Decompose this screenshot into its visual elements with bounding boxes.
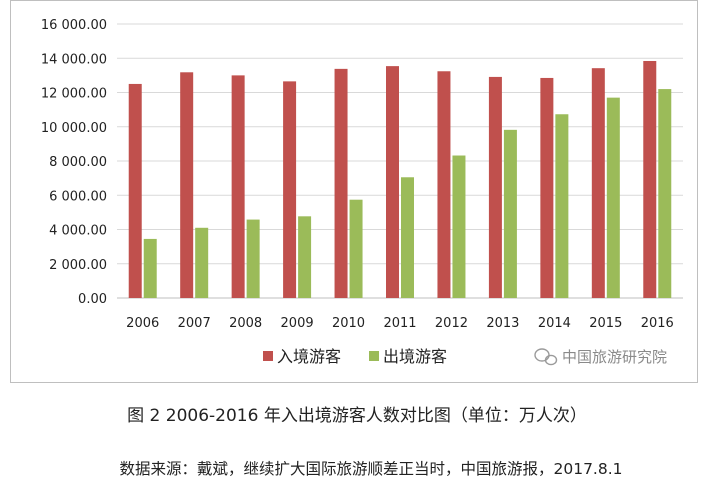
bar-outbound-2013: [503, 129, 517, 298]
x-tick-label: 2016: [641, 316, 674, 331]
x-tick-label: 2014: [538, 316, 571, 331]
bar-inbound-2013: [488, 76, 502, 298]
y-tick-label: 16 000.00: [41, 18, 107, 33]
bar-inbound-2009: [283, 81, 297, 299]
wechat-icon: [534, 348, 550, 362]
wechat-icon-small: [544, 354, 558, 366]
x-tick-label: 2006: [126, 316, 159, 331]
x-tick-label: 2007: [178, 316, 211, 331]
bar-outbound-2010: [349, 199, 363, 298]
bar-outbound-2012: [452, 155, 466, 298]
bar-inbound-2012: [437, 71, 451, 298]
x-tick-label: 2012: [435, 316, 468, 331]
bar-inbound-2010: [334, 68, 348, 299]
bar-outbound-2008: [246, 219, 260, 298]
bar-inbound-2015: [591, 68, 605, 299]
bar-inbound-2016: [643, 60, 657, 298]
y-tick-label: 10 000.00: [41, 121, 107, 136]
bar-outbound-2011: [401, 177, 414, 298]
y-tick-label: 14 000.00: [41, 52, 107, 67]
bar-inbound-2011: [386, 66, 399, 298]
legend-swatch-1: [369, 351, 379, 361]
legend-label-0: 入境游客: [277, 347, 341, 366]
bar-outbound-2016: [658, 89, 672, 298]
legend-label-1: 出境游客: [383, 347, 447, 366]
data-source: 数据来源：戴斌，继续扩大国际旅游顺差正当时，中国旅游报，2017.8.1: [119, 460, 623, 478]
bar-inbound-2014: [540, 77, 554, 298]
watermark-text: 中国旅游研究院: [562, 348, 667, 366]
figure-caption: 图 2 2006-2016 年入出境游客人数对比图（单位：万人次）: [127, 406, 587, 426]
x-tick-label: 2013: [486, 316, 519, 331]
y-tick-label: 0.00: [78, 292, 107, 307]
bar-inbound-2008: [231, 75, 245, 298]
bar-outbound-2007: [195, 227, 209, 298]
x-tick-label: 2008: [229, 316, 262, 331]
bar-outbound-2015: [606, 97, 620, 298]
y-tick-label: 6 000.00: [49, 189, 107, 204]
y-tick-label: 8 000.00: [49, 155, 107, 170]
y-tick-label: 12 000.00: [41, 87, 107, 102]
y-tick-label: 4 000.00: [49, 224, 107, 239]
x-tick-label: 2011: [383, 316, 416, 331]
y-tick-label: 2 000.00: [49, 258, 107, 273]
bar-chart: 0.00 2 000.00 4 000.00 6 000.00 8 000.00 10 0…: [41, 18, 683, 366]
chart-frame: 0.00 2 000.00 4 000.00 6 000.00 8 000.00 10 0…: [10, 0, 698, 383]
x-tick-label: 2010: [332, 316, 365, 331]
bar-outbound-2009: [298, 216, 312, 298]
bar-inbound-2007: [180, 72, 194, 298]
bar-outbound-2006: [143, 238, 157, 298]
bar-inbound-2006: [128, 83, 142, 298]
legend-swatch-0: [263, 351, 273, 361]
x-tick-label: 2009: [281, 316, 314, 331]
bar-outbound-2014: [555, 114, 569, 298]
x-tick-label: 2015: [589, 316, 622, 331]
